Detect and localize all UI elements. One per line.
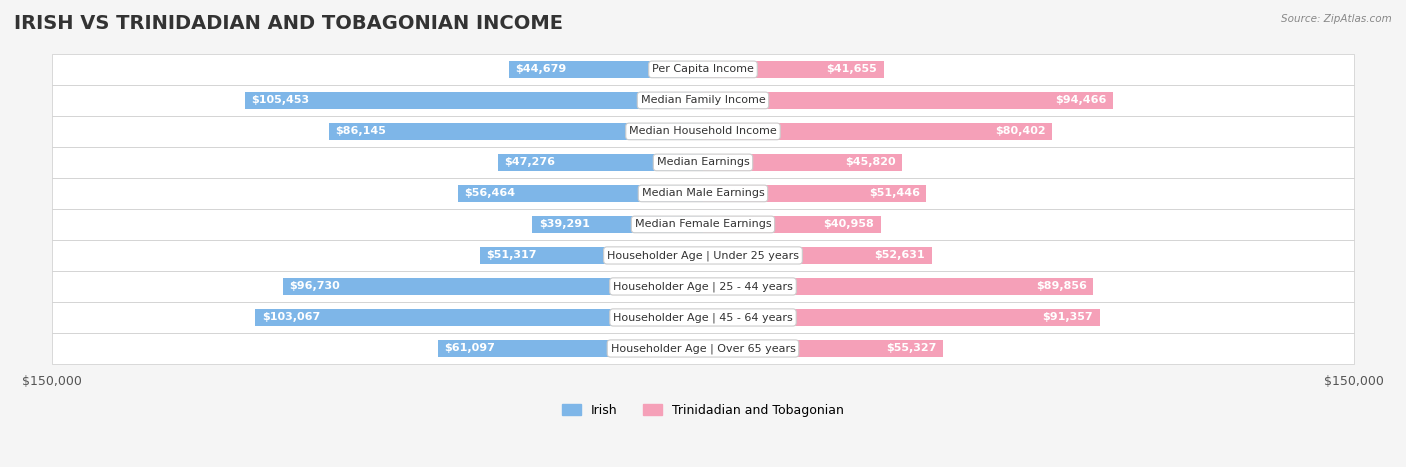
Bar <box>283 278 703 295</box>
FancyBboxPatch shape <box>52 271 1354 302</box>
FancyBboxPatch shape <box>52 147 1354 178</box>
Bar <box>703 185 927 202</box>
Text: $86,145: $86,145 <box>336 127 387 136</box>
Text: Median Earnings: Median Earnings <box>657 157 749 168</box>
Bar <box>458 185 703 202</box>
Bar <box>703 309 1099 326</box>
Text: $61,097: $61,097 <box>444 343 495 354</box>
Text: $41,655: $41,655 <box>827 64 877 74</box>
Text: $105,453: $105,453 <box>252 95 309 106</box>
Bar <box>245 92 703 109</box>
Text: Householder Age | Under 25 years: Householder Age | Under 25 years <box>607 250 799 261</box>
Text: IRISH VS TRINIDADIAN AND TOBAGONIAN INCOME: IRISH VS TRINIDADIAN AND TOBAGONIAN INCO… <box>14 14 562 33</box>
Bar <box>703 123 1052 140</box>
Bar <box>703 340 943 357</box>
Bar <box>498 154 703 171</box>
Text: Median Male Earnings: Median Male Earnings <box>641 188 765 198</box>
Text: $39,291: $39,291 <box>538 219 589 229</box>
Bar <box>703 61 884 78</box>
Text: $52,631: $52,631 <box>875 250 925 261</box>
Text: $56,464: $56,464 <box>464 188 516 198</box>
Text: $94,466: $94,466 <box>1056 95 1107 106</box>
Text: $44,679: $44,679 <box>516 64 567 74</box>
Text: Median Female Earnings: Median Female Earnings <box>634 219 772 229</box>
Text: Householder Age | 45 - 64 years: Householder Age | 45 - 64 years <box>613 312 793 323</box>
Bar <box>703 154 903 171</box>
Text: Source: ZipAtlas.com: Source: ZipAtlas.com <box>1281 14 1392 24</box>
Bar <box>703 216 882 233</box>
FancyBboxPatch shape <box>52 54 1354 85</box>
Text: $40,958: $40,958 <box>824 219 875 229</box>
Text: $91,357: $91,357 <box>1043 312 1094 322</box>
Bar <box>703 92 1114 109</box>
Bar <box>329 123 703 140</box>
Text: Per Capita Income: Per Capita Income <box>652 64 754 74</box>
Bar <box>256 309 703 326</box>
Text: Median Household Income: Median Household Income <box>628 127 778 136</box>
Bar <box>533 216 703 233</box>
Text: $80,402: $80,402 <box>995 127 1046 136</box>
Text: $89,856: $89,856 <box>1036 282 1087 291</box>
Legend: Irish, Trinidadian and Tobagonian: Irish, Trinidadian and Tobagonian <box>558 399 848 422</box>
Text: Householder Age | Over 65 years: Householder Age | Over 65 years <box>610 343 796 354</box>
Bar <box>703 247 932 264</box>
Text: $45,820: $45,820 <box>845 157 896 168</box>
Text: $47,276: $47,276 <box>505 157 555 168</box>
FancyBboxPatch shape <box>52 85 1354 116</box>
FancyBboxPatch shape <box>52 302 1354 333</box>
Bar <box>509 61 703 78</box>
FancyBboxPatch shape <box>52 178 1354 209</box>
Text: $51,446: $51,446 <box>869 188 920 198</box>
Text: $96,730: $96,730 <box>290 282 340 291</box>
Bar <box>479 247 703 264</box>
Text: $103,067: $103,067 <box>262 312 321 322</box>
FancyBboxPatch shape <box>52 209 1354 240</box>
FancyBboxPatch shape <box>52 240 1354 271</box>
Text: $51,317: $51,317 <box>486 250 537 261</box>
Bar <box>437 340 703 357</box>
Bar <box>703 278 1094 295</box>
FancyBboxPatch shape <box>52 116 1354 147</box>
Text: Median Family Income: Median Family Income <box>641 95 765 106</box>
Text: Householder Age | 25 - 44 years: Householder Age | 25 - 44 years <box>613 281 793 292</box>
FancyBboxPatch shape <box>52 333 1354 364</box>
Text: $55,327: $55,327 <box>886 343 936 354</box>
